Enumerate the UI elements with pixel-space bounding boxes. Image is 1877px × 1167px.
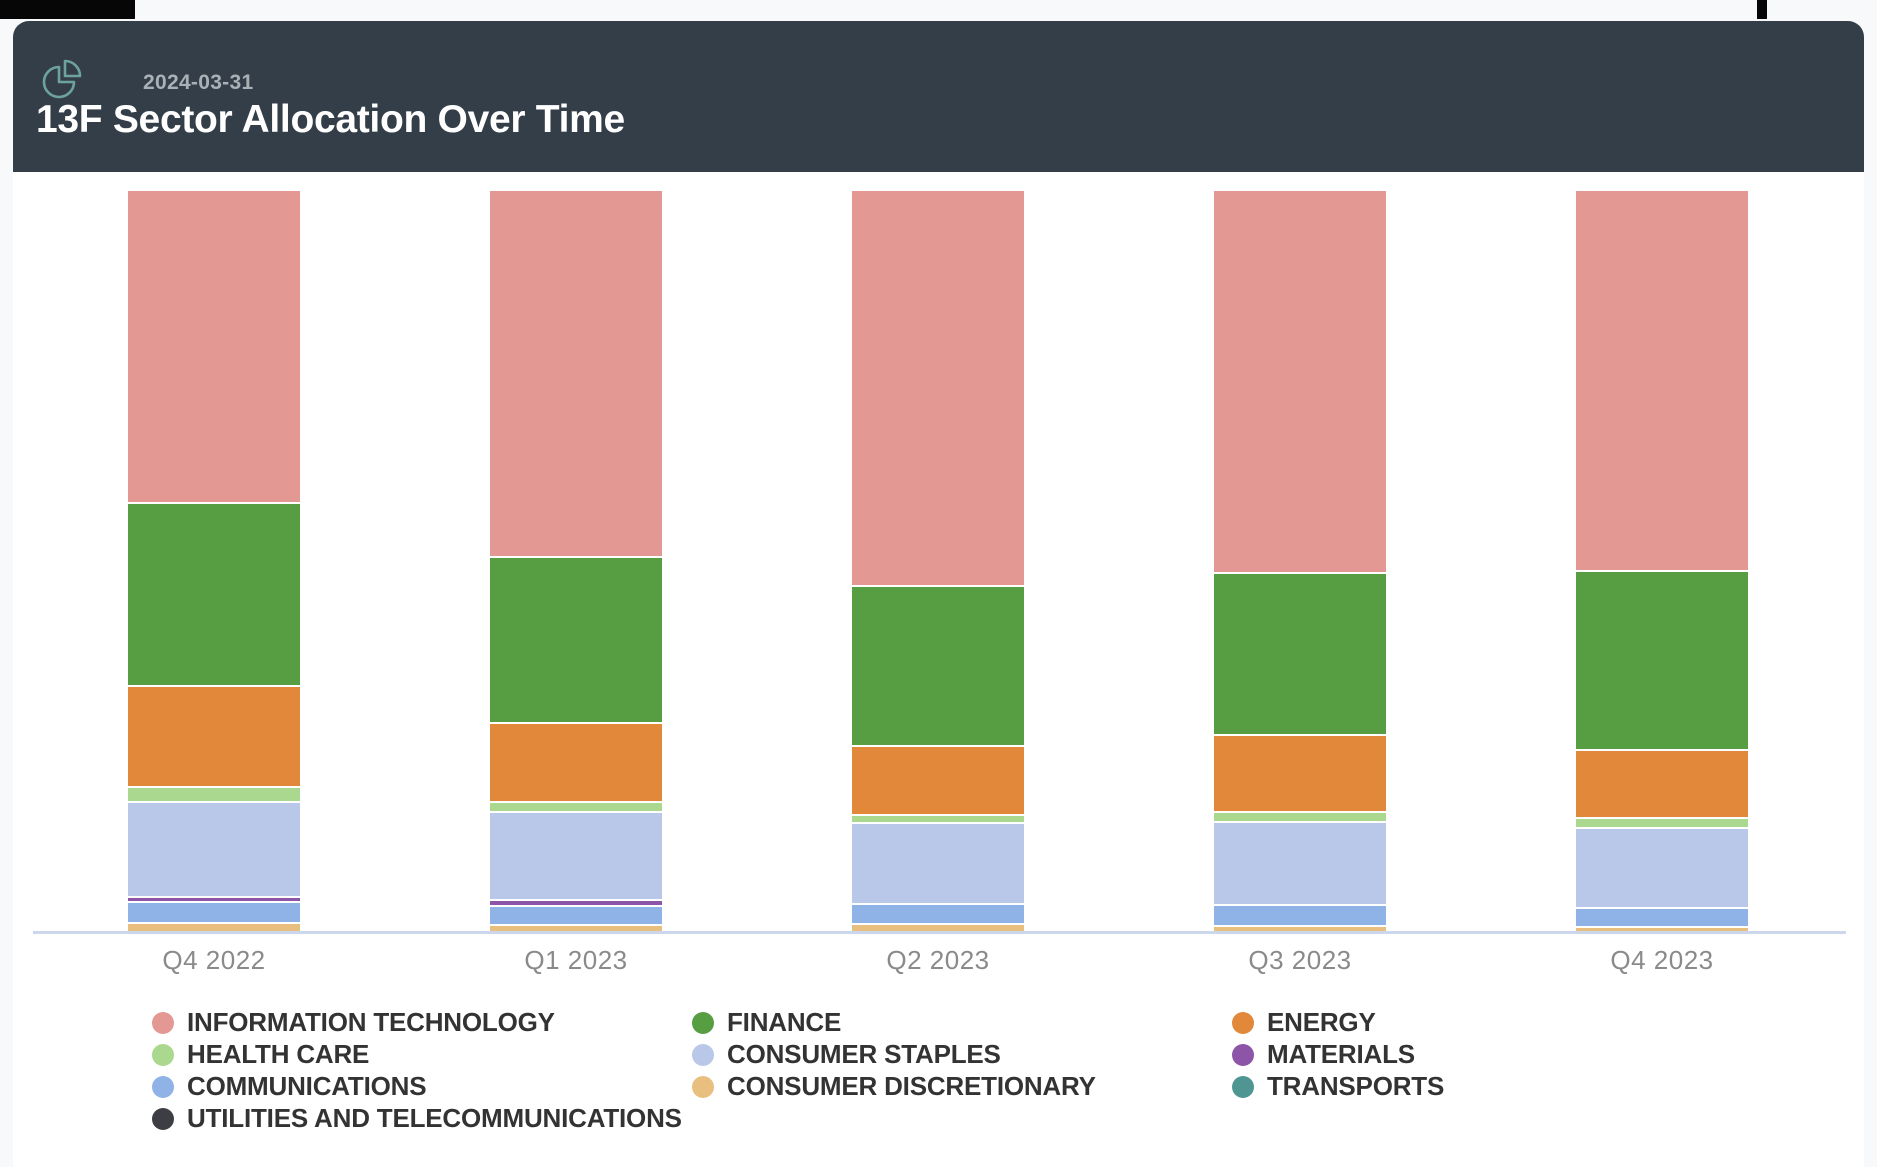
legend-item-information-technology[interactable]: INFORMATION TECHNOLOGY: [152, 1007, 692, 1037]
card-header: 2024-03-31 13F Sector Allocation Over Ti…: [13, 21, 1864, 172]
legend-label: UTILITIES AND TELECOMMUNICATIONS: [187, 1103, 682, 1133]
legend-item-consumer-staples[interactable]: CONSUMER STAPLES: [692, 1039, 1232, 1069]
legend-item-communications[interactable]: COMMUNICATIONS: [152, 1071, 692, 1101]
page-title: 13F Sector Allocation Over Time: [36, 98, 625, 141]
legend-item-materials[interactable]: MATERIALS: [1232, 1039, 1802, 1069]
legend-color-dot: [1232, 1043, 1254, 1066]
legend-label: CONSUMER STAPLES: [727, 1039, 1001, 1069]
legend-color-dot: [152, 1075, 174, 1098]
top-strip-artifact: [1757, 0, 1767, 19]
legend-color-dot: [152, 1011, 174, 1034]
legend-color-dot: [1232, 1011, 1254, 1034]
legend-label: ENERGY: [1267, 1007, 1376, 1037]
legend-label: HEALTH CARE: [187, 1039, 370, 1069]
report-date: 2024-03-31: [143, 71, 254, 94]
top-strip-artifact: [0, 0, 135, 19]
legend-label: MATERIALS: [1267, 1039, 1415, 1069]
legend-label: TRANSPORTS: [1267, 1071, 1445, 1101]
legend-label: CONSUMER DISCRETIONARY: [727, 1071, 1096, 1101]
pie-chart-icon: [42, 59, 82, 99]
legend-label: FINANCE: [727, 1007, 842, 1037]
legend-item-finance[interactable]: FINANCE: [692, 1007, 1232, 1037]
legend-color-dot: [152, 1043, 174, 1066]
legend-label: INFORMATION TECHNOLOGY: [187, 1007, 555, 1037]
legend-label: COMMUNICATIONS: [187, 1071, 427, 1101]
legend-item-utilities-and-telecommunications[interactable]: UTILITIES AND TELECOMMUNICATIONS: [152, 1103, 692, 1133]
legend-color-dot: [1232, 1075, 1254, 1098]
chart-card: [13, 21, 1864, 1167]
legend-color-dot: [692, 1011, 714, 1034]
chart-legend: INFORMATION TECHNOLOGY FINANCE ENERGY HEALT…: [152, 1007, 1802, 1133]
legend-color-dot: [692, 1075, 714, 1098]
legend-color-dot: [692, 1043, 714, 1066]
legend-item-consumer-discretionary[interactable]: CONSUMER DISCRETIONARY: [692, 1071, 1232, 1101]
legend-item-health-care[interactable]: HEALTH CARE: [152, 1039, 692, 1069]
legend-item-transports[interactable]: TRANSPORTS: [1232, 1071, 1802, 1101]
legend-item-energy[interactable]: ENERGY: [1232, 1007, 1802, 1037]
legend-color-dot: [152, 1107, 174, 1130]
